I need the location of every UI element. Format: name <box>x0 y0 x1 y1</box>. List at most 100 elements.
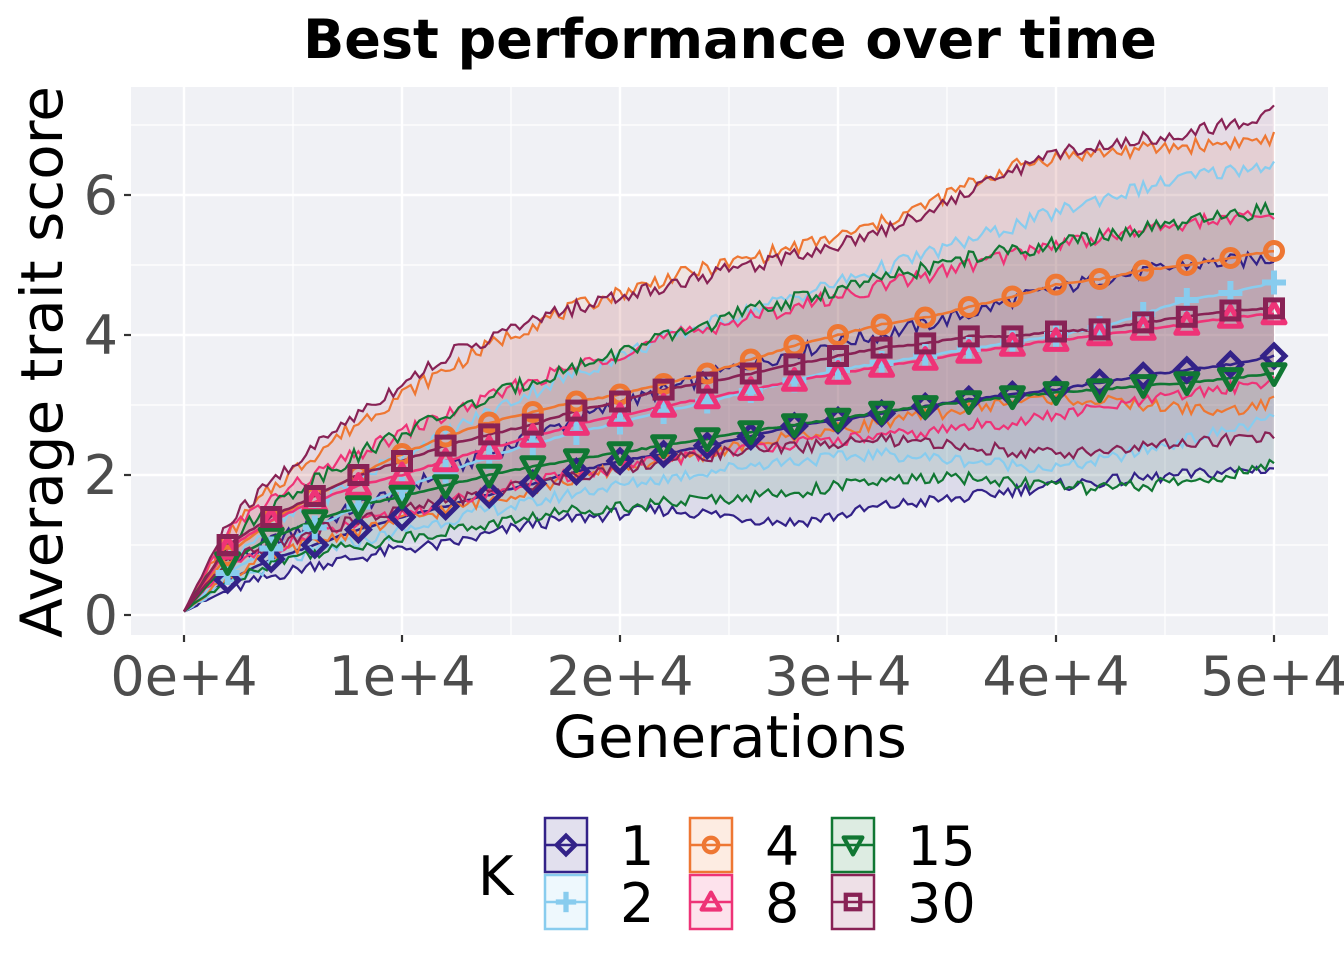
legend-key-k15 <box>830 816 876 874</box>
band-k4 <box>184 132 1274 612</box>
point-k4 <box>1175 254 1198 276</box>
point-k30 <box>391 450 413 472</box>
point-k15 <box>519 455 547 481</box>
band-lower-k15 <box>183 458 1275 613</box>
point-k30 <box>1132 311 1155 334</box>
point-k4 <box>870 313 893 336</box>
point-k30 <box>478 423 501 446</box>
point-k30 <box>914 332 937 355</box>
point-k30 <box>1001 325 1024 348</box>
point-k4 <box>827 324 849 346</box>
legend-marker-k4 <box>701 835 721 855</box>
legend-label-k30: 30 <box>907 872 976 935</box>
legend-marker-k8 <box>699 890 723 912</box>
band-upper-k8 <box>183 209 1275 613</box>
point-k15 <box>606 441 634 467</box>
point-k30 <box>652 378 675 401</box>
point-k15 <box>1173 371 1201 397</box>
point-k30 <box>1263 297 1285 320</box>
y-tick-label: 4 <box>84 304 118 367</box>
point-k2 <box>1262 270 1286 295</box>
band-upper-k15 <box>183 200 1275 613</box>
point-k8 <box>388 461 416 487</box>
point-k1 <box>518 468 548 498</box>
legend-key-k2 <box>543 873 589 931</box>
x-tick-label: 3e+4 <box>764 645 911 708</box>
point-k4 <box>521 401 544 423</box>
point-k8 <box>911 346 939 371</box>
legend-label-k4: 4 <box>765 815 799 878</box>
point-k15 <box>301 509 329 534</box>
point-k1 <box>1215 349 1245 379</box>
point-k30 <box>260 506 283 528</box>
point-k4 <box>1045 273 1067 296</box>
point-k30 <box>739 362 762 385</box>
point-k1 <box>387 502 417 532</box>
point-k30 <box>870 336 893 359</box>
point-k4 <box>739 348 762 371</box>
point-k15 <box>475 463 503 489</box>
point-k15 <box>432 474 460 499</box>
point-k4 <box>914 306 937 329</box>
point-k4 <box>1263 240 1285 262</box>
point-k1 <box>474 480 504 510</box>
legend-marker-k1 <box>553 832 579 858</box>
point-k8 <box>737 376 765 401</box>
point-k1 <box>1128 361 1158 391</box>
point-k4 <box>1219 247 1242 269</box>
point-k1 <box>256 544 286 574</box>
point-k15 <box>257 526 285 552</box>
point-k30 <box>1045 320 1067 343</box>
x-axis-title: Generations <box>553 703 907 771</box>
band-lower-k1 <box>183 465 1275 613</box>
point-k4 <box>1088 268 1111 290</box>
legend-label-k2: 2 <box>620 872 654 935</box>
point-k15 <box>388 484 416 510</box>
x-tick-label: 0e+4 <box>110 645 257 708</box>
point-k4 <box>1001 285 1024 308</box>
legend-key-k8 <box>688 873 734 931</box>
point-k30 <box>434 434 457 457</box>
point-k15 <box>911 395 939 420</box>
point-k15 <box>955 390 983 415</box>
band-k8 <box>184 211 1274 612</box>
point-k4 <box>1132 259 1155 282</box>
legend-label-k15: 15 <box>907 815 976 878</box>
point-k30 <box>1219 299 1242 322</box>
grid <box>131 87 1328 635</box>
x-tick-label: 2e+4 <box>546 645 693 708</box>
point-k30 <box>347 464 370 486</box>
point-k30 <box>609 390 631 413</box>
legend-label-k1: 1 <box>620 815 654 878</box>
point-k15 <box>344 495 372 520</box>
y-tick-label: 0 <box>84 584 118 647</box>
point-k15 <box>868 400 896 426</box>
chart-title: Best performance over time <box>303 8 1157 71</box>
point-k8 <box>1129 315 1157 341</box>
point-k1 <box>692 431 722 461</box>
point-k1 <box>431 491 461 522</box>
point-k1 <box>300 530 330 560</box>
legend-key-k1 <box>543 816 589 874</box>
point-k15 <box>824 407 852 433</box>
point-k15 <box>998 385 1026 411</box>
x-tick-label: 1e+4 <box>328 645 475 708</box>
band-lower-k2 <box>183 413 1275 613</box>
legend-key-k4 <box>688 816 734 874</box>
legend-title: K <box>478 845 515 908</box>
point-k8 <box>780 367 808 392</box>
point-k8 <box>824 360 852 385</box>
point-k8 <box>868 353 896 378</box>
point-k1 <box>649 439 679 469</box>
legend-key-k30 <box>830 873 876 931</box>
point-k15 <box>1086 378 1114 404</box>
band-k30 <box>184 105 1274 612</box>
legend-label-k8: 8 <box>765 872 799 935</box>
point-k4 <box>957 296 980 318</box>
point-k30 <box>565 399 588 422</box>
point-k30 <box>957 325 980 348</box>
point-k8 <box>693 384 721 410</box>
legend-marker-k30 <box>843 892 863 912</box>
y-axis-ticks: 0 2 4 6 <box>84 164 131 647</box>
